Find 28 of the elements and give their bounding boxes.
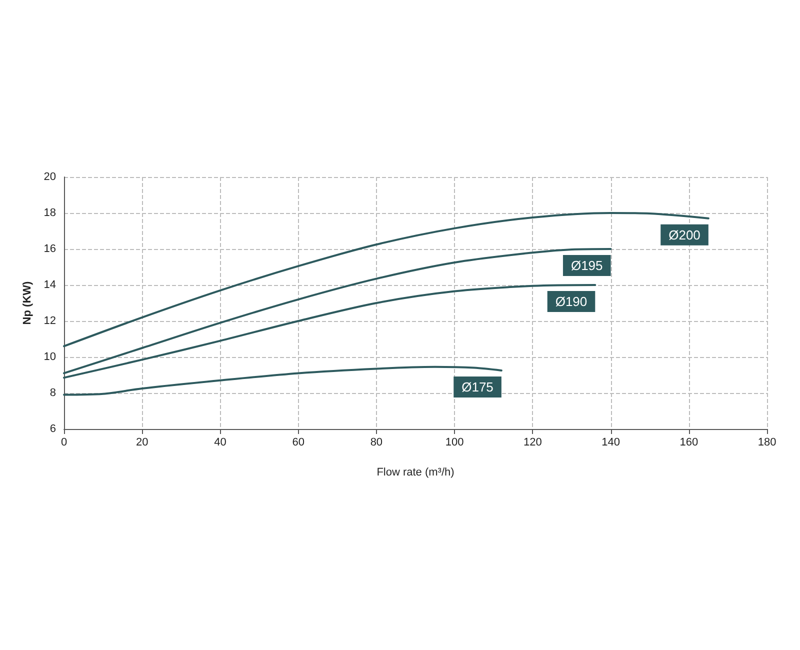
x-tick-label: 140 <box>602 436 620 448</box>
series-label: Ø195 <box>570 258 603 273</box>
x-tick-label: 120 <box>523 436 542 448</box>
y-tick-label: 18 <box>44 207 56 219</box>
x-tick-label: 20 <box>136 436 148 448</box>
y-tick-label: 10 <box>44 351 56 363</box>
y-tick-label: 12 <box>44 315 56 327</box>
y-tick-label: 16 <box>44 243 56 255</box>
x-axis-title: Flow rate (m³/h) <box>376 466 454 478</box>
x-tick-label: 100 <box>445 436 464 448</box>
x-tick-label: 60 <box>292 436 304 448</box>
line-series <box>63 212 710 348</box>
x-tick-label: 180 <box>758 436 776 448</box>
y-tick-label: 6 <box>50 423 56 435</box>
line-series <box>63 366 502 396</box>
x-tick-label: 40 <box>214 436 226 448</box>
series-label: Ø190 <box>555 294 588 309</box>
x-tick-label: 160 <box>680 436 698 448</box>
y-axis-title: Np (KW) <box>21 280 34 325</box>
x-tick-label: 0 <box>60 436 68 448</box>
line-series <box>63 284 596 379</box>
series-label: Ø200 <box>668 227 700 242</box>
series-label: Ø175 <box>462 380 494 394</box>
y-tick-label: 8 <box>50 387 56 399</box>
y-tick-label: 14 <box>44 279 56 291</box>
x-tick-label: 80 <box>370 436 383 448</box>
y-tick-label: 20 <box>44 171 56 183</box>
line-series <box>63 248 612 374</box>
